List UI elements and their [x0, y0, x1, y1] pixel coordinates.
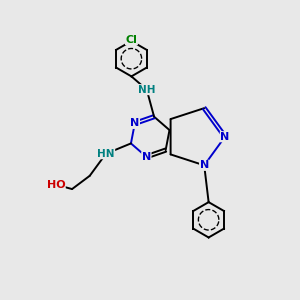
Text: N: N: [200, 160, 209, 170]
Text: NH: NH: [138, 85, 155, 94]
Text: Cl: Cl: [125, 34, 137, 45]
Text: HO: HO: [46, 180, 65, 190]
Text: N: N: [220, 132, 230, 142]
Text: HN: HN: [97, 149, 115, 159]
Text: N: N: [130, 118, 140, 128]
Text: N: N: [142, 152, 151, 162]
